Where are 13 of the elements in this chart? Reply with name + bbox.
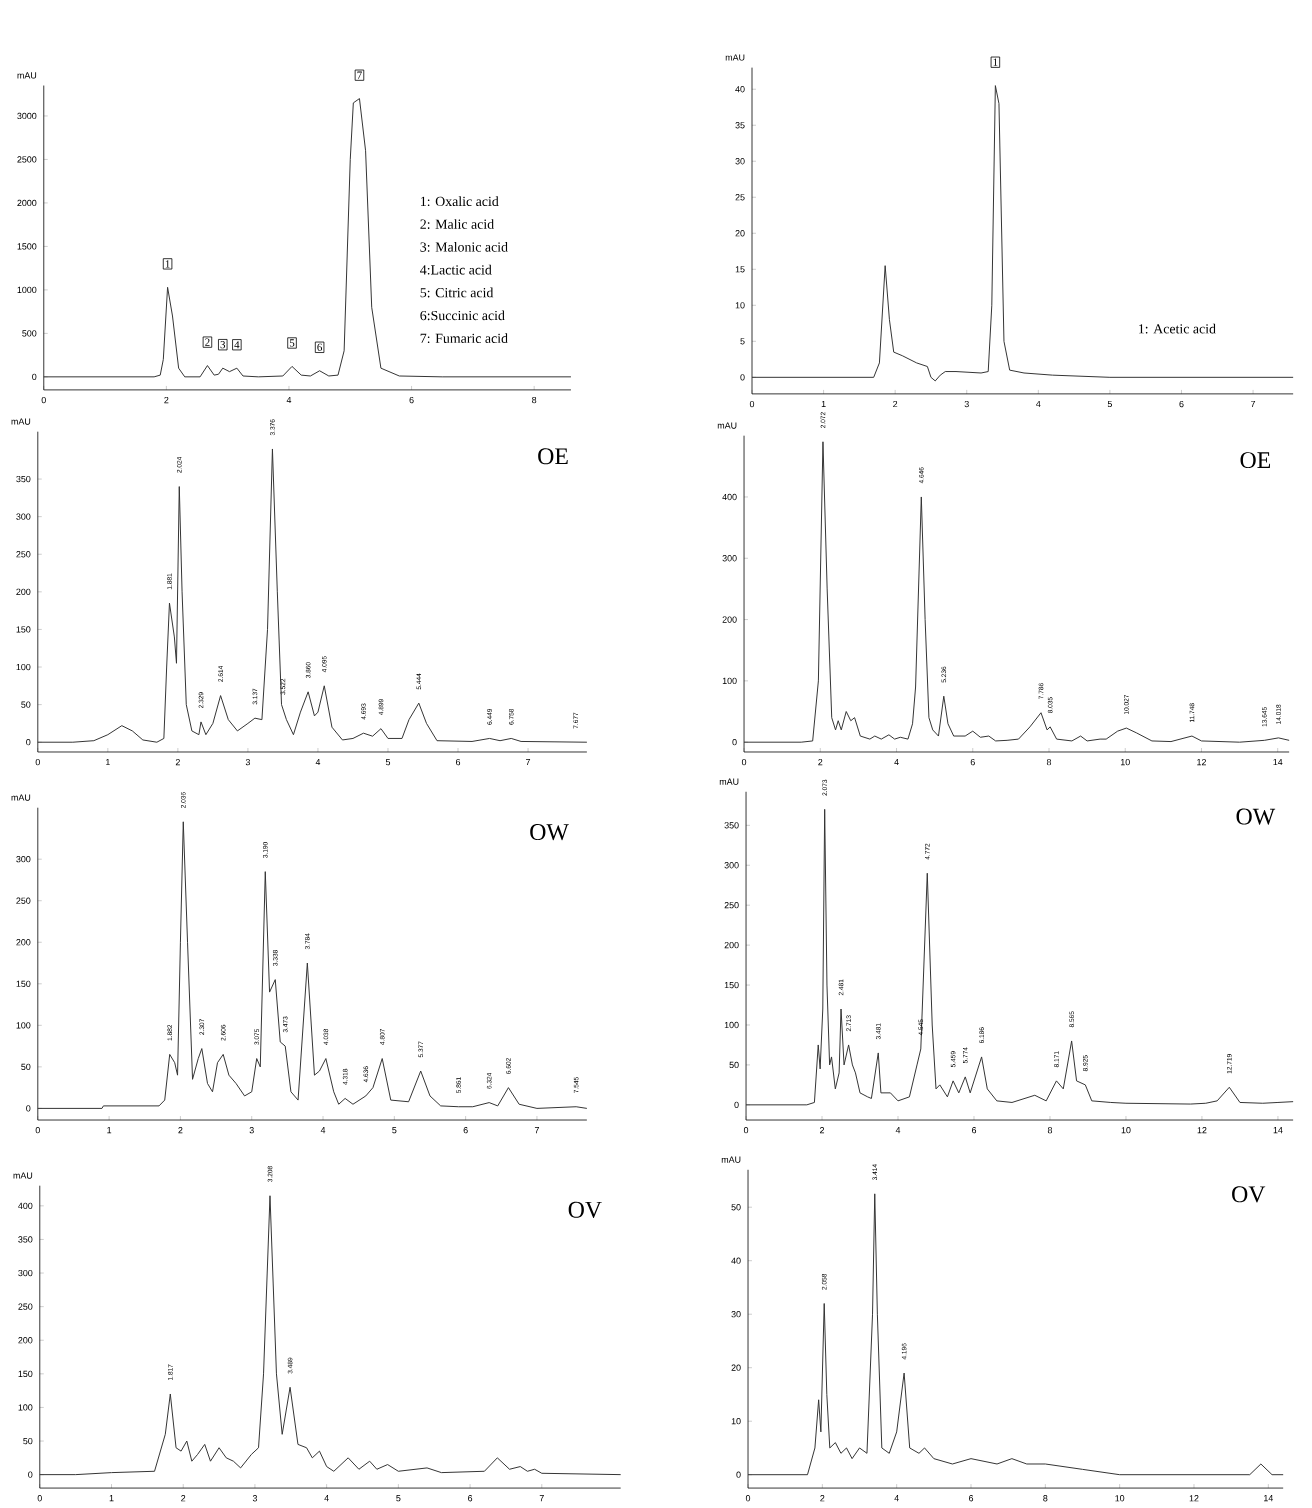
- text: OW: [530, 824, 570, 841]
- line-series: [37, 448, 588, 743]
- text: OE: [538, 448, 569, 465]
- text: OV: [1232, 1186, 1266, 1203]
- line-series: [746, 808, 1295, 1106]
- line-series: [43, 98, 572, 378]
- text: OE: [1241, 452, 1271, 469]
- line-series: [37, 821, 588, 1109]
- line-series: [752, 85, 1295, 382]
- text: OV: [569, 1201, 603, 1218]
- line-series: [39, 1195, 622, 1476]
- text: OW: [1237, 808, 1276, 825]
- line-series: [744, 441, 1291, 743]
